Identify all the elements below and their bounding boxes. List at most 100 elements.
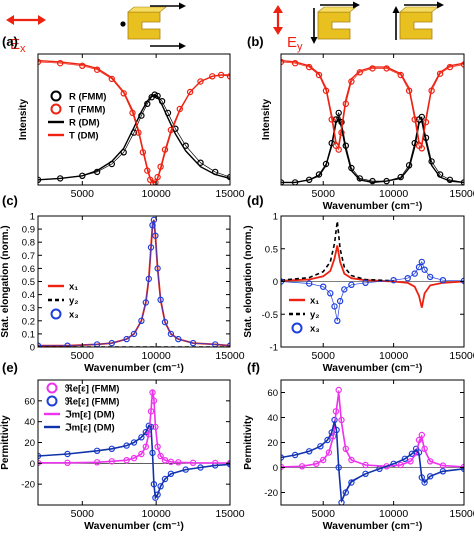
series-1 [281,416,464,505]
legend-entry: x₃ [310,324,320,335]
x-axis-label: Wavenumber (cm⁻¹) [84,520,184,532]
data-point [306,280,313,287]
data-point [197,78,204,85]
data-point [130,439,138,446]
data-point [108,339,116,347]
legend: x₁ y₂ x₃ [289,296,320,335]
y-tick-label: 0.1 [22,329,35,340]
series-2 [38,216,230,347]
ey-label: Ey [287,34,303,53]
legend-marker [46,395,58,407]
series-line [281,61,464,151]
data-point [331,303,338,310]
data-point [157,296,164,303]
data-point [362,279,369,286]
axes-frame [280,53,465,186]
dot-icon [120,21,126,27]
legend-marker [50,308,62,320]
data-point [142,299,149,306]
y-tick-label: -0.5 [262,310,278,321]
legend: ℜe[ε] (FMM) ℜe[ε] (FMM) ℑm[ε] (DM) ℑm[ε] (D… [44,382,119,434]
data-point [427,473,434,480]
series-line [38,94,230,181]
series-line [281,221,394,282]
data-point [123,335,130,343]
x-tick-label: 5000 [71,508,95,520]
legend-entry: x₃ [69,310,79,321]
legend-entry: T (DM) [69,131,99,142]
data-point [145,275,152,283]
y-tick-label: 0.5 [22,277,35,288]
data-point [401,455,409,462]
x-tick-label: 10000 [379,350,408,362]
data-point [407,458,414,465]
y-tick-label: 40 [24,417,35,428]
y-tick-label: 0.8 [22,238,35,249]
series-line [281,392,464,468]
data-point [317,443,324,450]
data-point [320,283,327,290]
panel-label: (a) [2,34,18,49]
data-point [157,483,164,490]
data-point [397,71,404,79]
legend-entry: y₂ [310,310,320,321]
data-point [421,266,428,273]
x-tick-label: 10000 [142,188,171,200]
current-arrow-icon [150,2,186,50]
x-tick-label: 5000 [312,350,336,362]
y-tick-label: 1 [30,212,35,223]
data-point [335,146,342,153]
data-point [108,75,116,83]
data-point [427,273,434,281]
y-axis-label: Intensity [18,99,29,141]
legend-marker [50,90,62,102]
y-tick-label: 60 [267,388,278,399]
y-axis-label: Permittivity [243,415,254,470]
data-point [418,145,425,152]
data-point [281,58,285,66]
data-point [408,450,416,457]
chart-e: (e) 5000 10000 15000 -20 0 20 40 60 Wavenumber (c… [0,360,245,532]
series-3 [38,59,230,184]
chart-b: (b) 5000 10000 15000 Wavenumber (cm⁻¹) Intens… [247,34,474,212]
x-tick-label: 5000 [71,350,95,362]
x-axis-label: Wavenumber (cm⁻¹) [323,520,423,532]
data-point [390,277,397,284]
data-point [167,330,175,338]
data-point [64,342,71,347]
data-point [147,244,155,251]
y-axis-label: Permittivity [0,415,11,470]
legend-entry: y₂ [69,296,79,307]
legend-marker [291,322,303,334]
chart-a: (a) 5000 10000 15000 Intensity R (FMM) T (FMM)… [2,34,245,200]
data-point [348,479,355,486]
data-point [336,297,344,305]
series-3 [281,421,464,502]
legend-marker [46,382,58,394]
y-tick-label: 0 [30,343,35,354]
header-left: Ex [6,2,186,55]
chart-f: (f) 5000 10000 15000 -20 0 20 40 60 Wavenumber (c… [243,360,474,532]
x-tick-label: 5000 [312,188,336,200]
panel-label: (c) [2,193,18,208]
series-line [38,219,230,347]
series-line [38,219,230,347]
data-point [341,286,348,293]
series-line [38,425,230,499]
y-tick-label: -20 [21,480,35,491]
y-tick-label: 60 [24,396,35,407]
y-tick-label: 0 [273,463,278,474]
y-tick-label: 0.3 [22,303,35,314]
series-line [281,389,464,468]
y-tick-label: 0 [30,459,35,470]
data-point [189,339,197,347]
data-point [348,456,355,464]
series-line [281,245,464,308]
data-point [152,232,159,239]
panel-label: (b) [247,34,264,49]
x-tick-label: 10000 [142,350,171,362]
series-line [281,261,464,321]
legend-entry: x₁ [69,282,78,293]
data-point [120,90,127,97]
ex-label: Ex [10,36,26,55]
